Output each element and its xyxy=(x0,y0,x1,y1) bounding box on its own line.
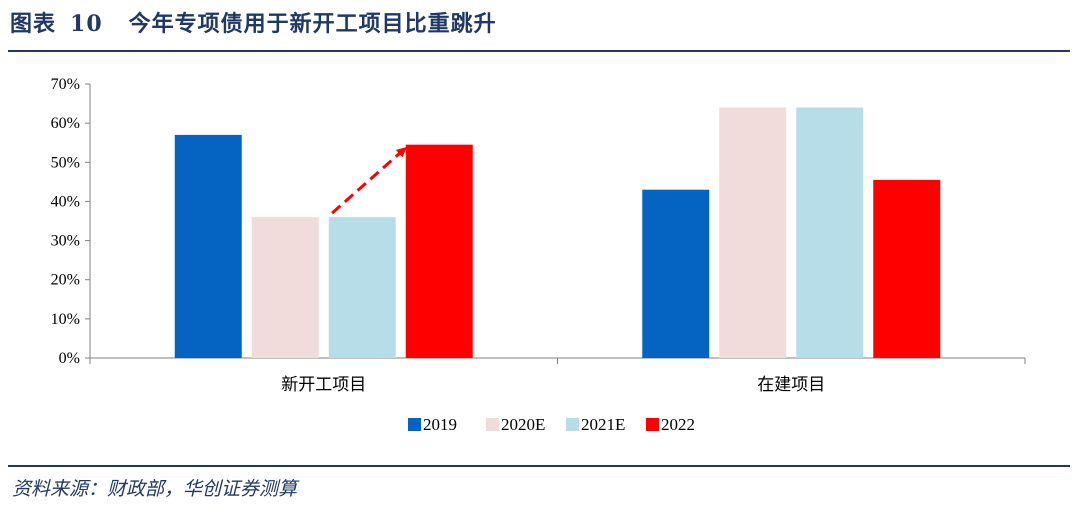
trend-arrow xyxy=(331,147,407,215)
y-tick-label: 10% xyxy=(51,311,80,328)
y-tick-label: 40% xyxy=(51,193,80,210)
figure-number: 10 xyxy=(70,11,103,37)
bar xyxy=(405,144,473,358)
source-divider xyxy=(8,465,1070,467)
y-tick-label: 30% xyxy=(51,233,80,250)
legend-label: 2019 xyxy=(423,415,457,434)
bar xyxy=(328,217,396,358)
y-tick-label: 0% xyxy=(59,350,80,367)
figure-title: 图表 10 今年专项债用于新开工项目比重跳升 xyxy=(10,6,497,42)
x-category-label: 在建项目 xyxy=(757,375,825,395)
bar xyxy=(719,107,787,358)
figure-label: 图表 xyxy=(10,11,57,37)
source-note: 资料来源：财政部，华创证券测算 xyxy=(12,478,298,500)
legend-swatch xyxy=(646,418,659,431)
legend-label: 2020E xyxy=(501,415,545,434)
bar xyxy=(796,107,864,358)
y-tick-label: 70% xyxy=(51,76,80,93)
title-divider xyxy=(8,50,1070,52)
legend-swatch xyxy=(408,418,421,431)
x-category-label: 新开工项目 xyxy=(281,375,366,395)
bar xyxy=(174,134,242,358)
bar-chart: 0% 10% 20% 30% 40% 50% 60% 70% 新开工项目 在建项目 2019 2020… xyxy=(51,76,1026,434)
bar xyxy=(873,179,941,358)
y-tick-label: 50% xyxy=(51,154,80,171)
legend-swatch xyxy=(566,418,579,431)
y-tick-label: 60% xyxy=(51,115,80,132)
bar xyxy=(251,217,319,358)
y-tick-label: 20% xyxy=(51,272,80,289)
legend-label: 2021E xyxy=(581,415,625,434)
legend-swatch xyxy=(486,418,499,431)
bar xyxy=(642,189,710,358)
figure-title-text: 今年专项债用于新开工项目比重跳升 xyxy=(128,11,497,37)
legend-label: 2022 xyxy=(661,415,695,434)
